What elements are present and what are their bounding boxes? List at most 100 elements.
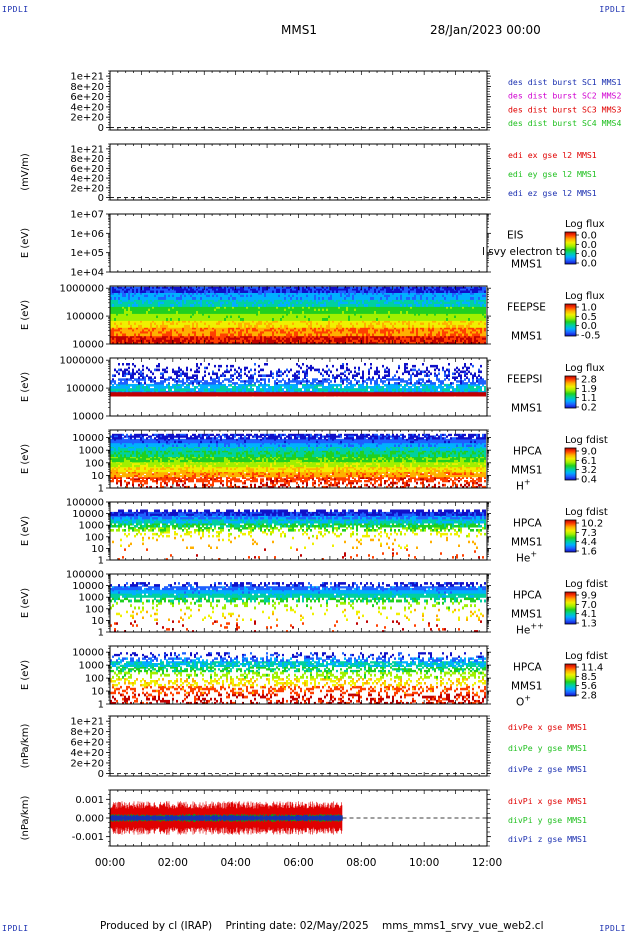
- y-tick-label: 1: [98, 700, 104, 711]
- y-tick-label: 1e+21: [70, 717, 104, 728]
- colorbar-label: 1.3: [581, 619, 597, 630]
- y-tick-label: 8e+20: [70, 154, 104, 165]
- corner-tag-bottom-left: IPDLI: [2, 924, 29, 933]
- species-label: H+: [516, 477, 531, 492]
- y-axis-label-p2: (mV/m): [20, 153, 31, 191]
- colorbar-gradient: [564, 519, 577, 553]
- y-tick-label: 100: [85, 458, 104, 469]
- panel-p11: 0.001 0.000 -0.001 (nPa/km) divPi x gse MMS1…: [20, 789, 587, 847]
- colorbar-label: 6.1: [581, 456, 597, 467]
- overlay-text: l svy electron to: [482, 246, 566, 258]
- legend-p2: edi ex gse l2 MMS1 edi ey gse l2 MMS1 edi …: [508, 150, 597, 198]
- x-ticks-p5: [109, 358, 488, 416]
- y-tick-label: 10000: [72, 340, 104, 351]
- colorbar-label: 1.1: [581, 393, 597, 404]
- y-tick-label: 8e+20: [70, 727, 104, 738]
- y-tick-label: 1: [98, 628, 104, 639]
- y-tick-label: 100: [85, 532, 104, 543]
- y-tick-label: 10: [91, 616, 104, 627]
- plot-title: MMS1: [281, 23, 317, 37]
- colorbar-label: 0.0: [581, 240, 597, 251]
- colorbar-label: 8.5: [581, 672, 597, 683]
- legend-entry: divPe y gse MMS1: [508, 743, 587, 753]
- y-tick-label: 1000: [79, 446, 104, 457]
- species-label: O+: [516, 693, 531, 708]
- x-tick-label: 04:00: [221, 857, 251, 869]
- legend-entry: divPe x gse MMS1: [508, 722, 587, 732]
- footer: Produced by cl (IRAP) Printing date: 02/…: [100, 920, 553, 932]
- colorbar-label: 1.6: [581, 547, 597, 558]
- panel-frame-p10: [109, 715, 488, 777]
- y-tick-label: 8e+20: [70, 82, 104, 93]
- colorbar-title: Log fdist: [565, 579, 608, 590]
- y-axis-label-p3: E (eV): [20, 228, 31, 258]
- colorbar-label: 7.3: [581, 528, 597, 539]
- panel-p4: 1000000 100000 10000 E (eV) FEEPSE MMS1 Log fl…: [20, 284, 605, 351]
- x-ticks-p8: [109, 574, 488, 632]
- y-tick-label: 1e+05: [70, 248, 104, 259]
- footer-script: mms_mms1_srvy_vue_web2.cl: [381, 920, 544, 932]
- colorbar-label: 1.9: [581, 384, 597, 395]
- instrument-spacecraft: MMS1: [511, 608, 542, 620]
- instrument-spacecraft: MMS1: [511, 536, 542, 548]
- instrument-name: FEEPSI: [507, 373, 542, 385]
- panel-content-p5: [110, 363, 486, 397]
- y-tick-label: 1e+21: [70, 144, 104, 155]
- y-tick-label: 1: [98, 484, 104, 495]
- y-tick-label: 10000: [72, 581, 104, 592]
- legend-entry: divPi z gse MMS1: [508, 834, 587, 844]
- y-tick-label: 1e+21: [70, 72, 104, 83]
- footer-printing-date: Printing date: 02/May/2025: [225, 920, 369, 932]
- y-tick-label: 10000: [72, 648, 104, 659]
- colorbar-label: 0.4: [581, 475, 597, 486]
- panel-content-p7: [110, 509, 486, 560]
- colorbar-gradient: [564, 231, 577, 265]
- x-ticks-p4: [109, 286, 488, 344]
- y-axis-label-p9: E (eV): [20, 660, 31, 690]
- x-ticks-p6: [109, 430, 488, 488]
- y-ticks-p4: 1000000 100000 10000: [59, 284, 491, 351]
- species-label: He+: [516, 549, 537, 564]
- y-tick-label: 1000: [79, 521, 104, 532]
- instrument-spacecraft: MMS1: [511, 258, 542, 270]
- y-tick-label: 0: [98, 123, 104, 134]
- y-tick-label: 6e+20: [70, 92, 104, 103]
- legend-entry: edi ex gse l2 MMS1: [508, 150, 597, 160]
- colorbar-gradient: [564, 447, 577, 481]
- colorbar-label: 4.1: [581, 609, 597, 620]
- y-axis-label-p6: E (eV): [20, 444, 31, 474]
- y-axis-label-p11: (nPa/km): [20, 796, 31, 841]
- colorbar-title: Log fdist: [565, 435, 608, 446]
- y-tick-label: 4e+20: [70, 748, 104, 759]
- colorbar-gradient: [564, 303, 577, 337]
- y-axis-label-p4: E (eV): [20, 300, 31, 330]
- colorbar-gradient: [564, 591, 577, 625]
- legend-entry: divPe z gse MMS1: [508, 764, 587, 774]
- instrument-name: HPCA: [513, 589, 543, 601]
- x-ticks-p11: [109, 790, 488, 846]
- instrument-spacecraft: MMS1: [511, 330, 542, 342]
- legend-p1: des dist burst SC1 MMS1 des dist burst SC…: [508, 77, 621, 128]
- y-tick-label: 1e+06: [70, 229, 104, 240]
- instrument-name: EIS: [507, 229, 524, 241]
- y-tick-label: 0: [98, 769, 104, 780]
- x-axis-labels: 00:00 02:00 04:00 06:00 08:00 10:00 12:00: [95, 857, 502, 869]
- x-tick-label: 06:00: [283, 857, 313, 869]
- y-tick-label: 10: [91, 544, 104, 555]
